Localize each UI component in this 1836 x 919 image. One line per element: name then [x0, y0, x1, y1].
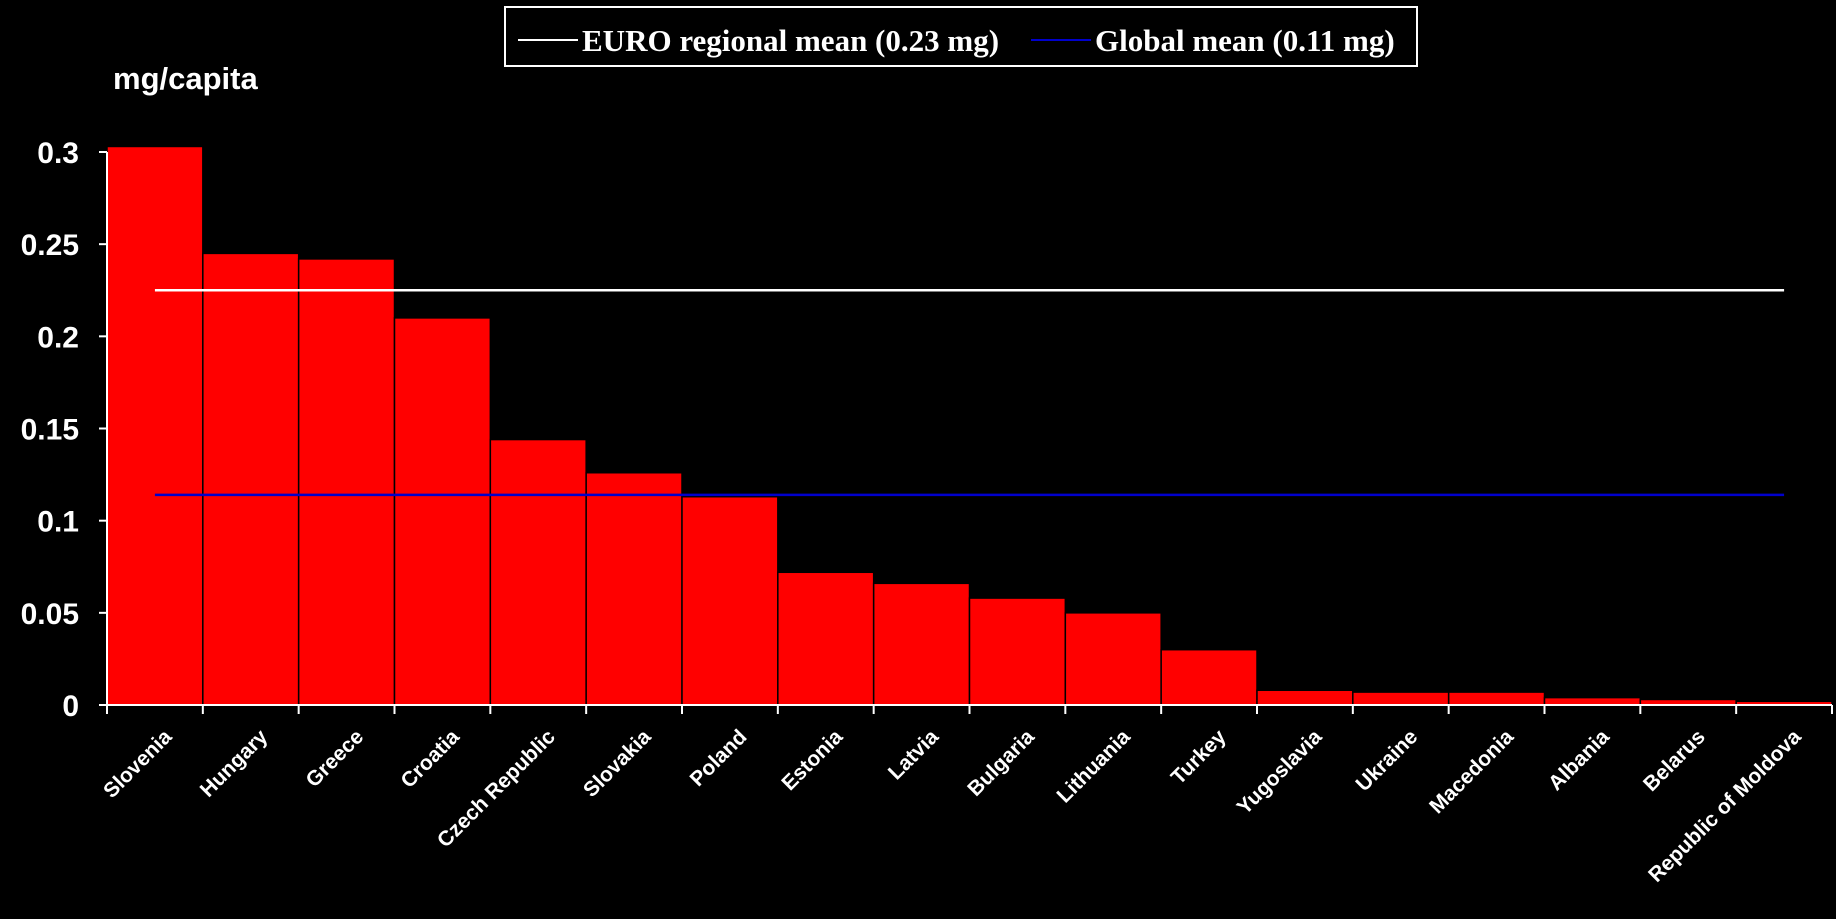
legend-label-global-mean: Global mean (0.11 mg)	[1095, 23, 1395, 58]
y-tick-label: 0.3	[37, 137, 79, 170]
bar-albania	[1543, 696, 1642, 706]
bar-macedonia	[1447, 691, 1546, 706]
bar-greece	[297, 258, 396, 706]
x-tick-label: Hungary	[196, 725, 273, 802]
x-tick-label: Croatia	[397, 725, 465, 793]
bar-slovenia	[106, 145, 204, 706]
legend: EURO regional mean (0.23 mg) Global mean…	[504, 6, 1418, 67]
y-axis-label: mg/capita	[113, 61, 258, 96]
legend-label-euro-mean: EURO regional mean (0.23 mg)	[582, 23, 999, 58]
y-tick-label: 0	[62, 690, 79, 723]
x-tick-label: Belarus	[1639, 725, 1710, 796]
y-tick-label: 0.25	[21, 229, 79, 262]
bar-czech-republic	[489, 438, 587, 706]
x-tick-label: Yugoslavia	[1233, 725, 1327, 819]
bar-ukraine	[1352, 691, 1450, 706]
x-tick-label: Bulgaria	[963, 725, 1039, 801]
x-tick-label: Estonia	[777, 725, 847, 795]
x-tick-label: Macedonia	[1425, 725, 1518, 818]
x-tick-label: Latvia	[884, 725, 943, 784]
y-tick-label: 0.1	[37, 506, 79, 539]
x-tick-label: Turkey	[1167, 725, 1231, 789]
bars-group	[106, 145, 1833, 706]
bar-bulgaria	[968, 597, 1067, 706]
bar-yugoslavia	[1256, 689, 1354, 706]
y-tick-label: 0.2	[37, 321, 79, 354]
legend-box	[504, 6, 1418, 67]
y-ticks-group: 0 0.05 0.1 0.15 0.2 0.25 0.3	[21, 137, 107, 723]
bar-hungary	[202, 252, 300, 706]
x-tick-label: Albania	[1544, 725, 1614, 795]
x-tick-label: Poland	[686, 725, 752, 791]
x-tick-label: Slovakia	[579, 725, 656, 802]
bar-poland	[681, 495, 779, 706]
y-tick-label: 0.15	[21, 414, 79, 447]
y-tick-label: 0.05	[21, 598, 79, 631]
reference-lines-group	[154, 289, 1785, 497]
bar-croatia	[393, 317, 492, 706]
bar-slovakia	[585, 471, 683, 706]
x-tick-label: Slovenia	[99, 725, 177, 803]
bar-estonia	[777, 571, 875, 706]
x-tick-label: Greece	[301, 725, 368, 792]
bar-turkey	[1160, 648, 1258, 706]
x-tick-label: Ukraine	[1352, 725, 1423, 796]
bar-lithuania	[1064, 612, 1162, 706]
x-tick-label: Lithuania	[1053, 725, 1135, 807]
bar-latvia	[872, 582, 971, 706]
